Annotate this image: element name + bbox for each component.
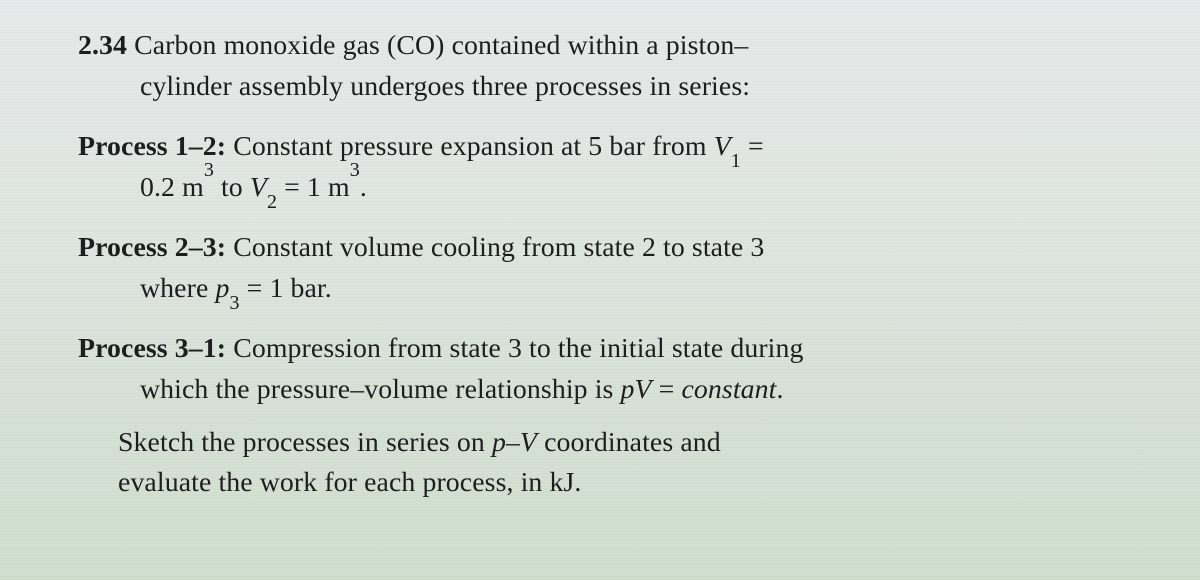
v1-symbol: V xyxy=(714,131,731,162)
v2-symbol: V xyxy=(250,172,267,203)
process-2-3-label: Process 2–3: xyxy=(78,232,226,263)
pv-coords: p–V xyxy=(492,427,537,458)
process-3-1-label: Process 3–1: xyxy=(78,333,226,364)
p23-eq: = 1 bar. xyxy=(240,273,332,304)
p12-eq2: = 1 m xyxy=(277,172,350,203)
process-3-1-text: Compression from state 3 to the initial … xyxy=(233,333,803,364)
p23-line2-a: where xyxy=(140,273,215,304)
p31-eq: = xyxy=(652,374,682,405)
problem-number: 2.34 xyxy=(78,30,127,61)
p12-line2-a: 0.2 m xyxy=(140,172,204,203)
p12-sup-2: 3 xyxy=(350,159,360,181)
problem-intro: 2.34 Carbon monoxide gas (CO) contained … xyxy=(78,26,1146,107)
intro-line-2: cylinder assembly undergoes three proces… xyxy=(140,71,750,102)
process-2-3-text: Constant volume cooling from state 2 to … xyxy=(233,232,764,263)
p3-sub: 3 xyxy=(229,292,239,314)
pV-symbol: pV xyxy=(621,374,652,405)
p12-eq: = xyxy=(741,131,764,162)
p12-sup-1: 3 xyxy=(204,159,214,181)
p31-line2-a: which the pressure–volume relationship i… xyxy=(140,374,621,405)
p12-to: to xyxy=(214,172,250,203)
process-2-3: Process 2–3: Constant volume cooling fro… xyxy=(78,228,1146,309)
p12-period: . xyxy=(360,172,367,203)
closing-line2: evaluate the work for each process, in k… xyxy=(118,467,581,498)
p31-period: . xyxy=(776,374,783,405)
intro-line-1: Carbon monoxide gas (CO) contained withi… xyxy=(134,30,748,61)
v2-sub: 2 xyxy=(267,191,277,213)
process-3-1: Process 3–1: Compression from state 3 to… xyxy=(78,329,1146,410)
constant-word: constant xyxy=(681,374,776,405)
p3-symbol: p xyxy=(215,273,229,304)
closing-line1-b: coordinates and xyxy=(537,427,721,458)
closing-instruction: Sketch the processes in series on p–V co… xyxy=(78,423,1146,504)
closing-line1-a: Sketch the processes in series on xyxy=(118,427,492,458)
v1-sub: 1 xyxy=(731,150,741,172)
process-1-2-label: Process 1–2: xyxy=(78,131,226,162)
process-1-2: Process 1–2: Constant pressure expansion… xyxy=(78,127,1146,208)
process-1-2-text-a: Constant pressure expansion at 5 bar fro… xyxy=(233,131,714,162)
